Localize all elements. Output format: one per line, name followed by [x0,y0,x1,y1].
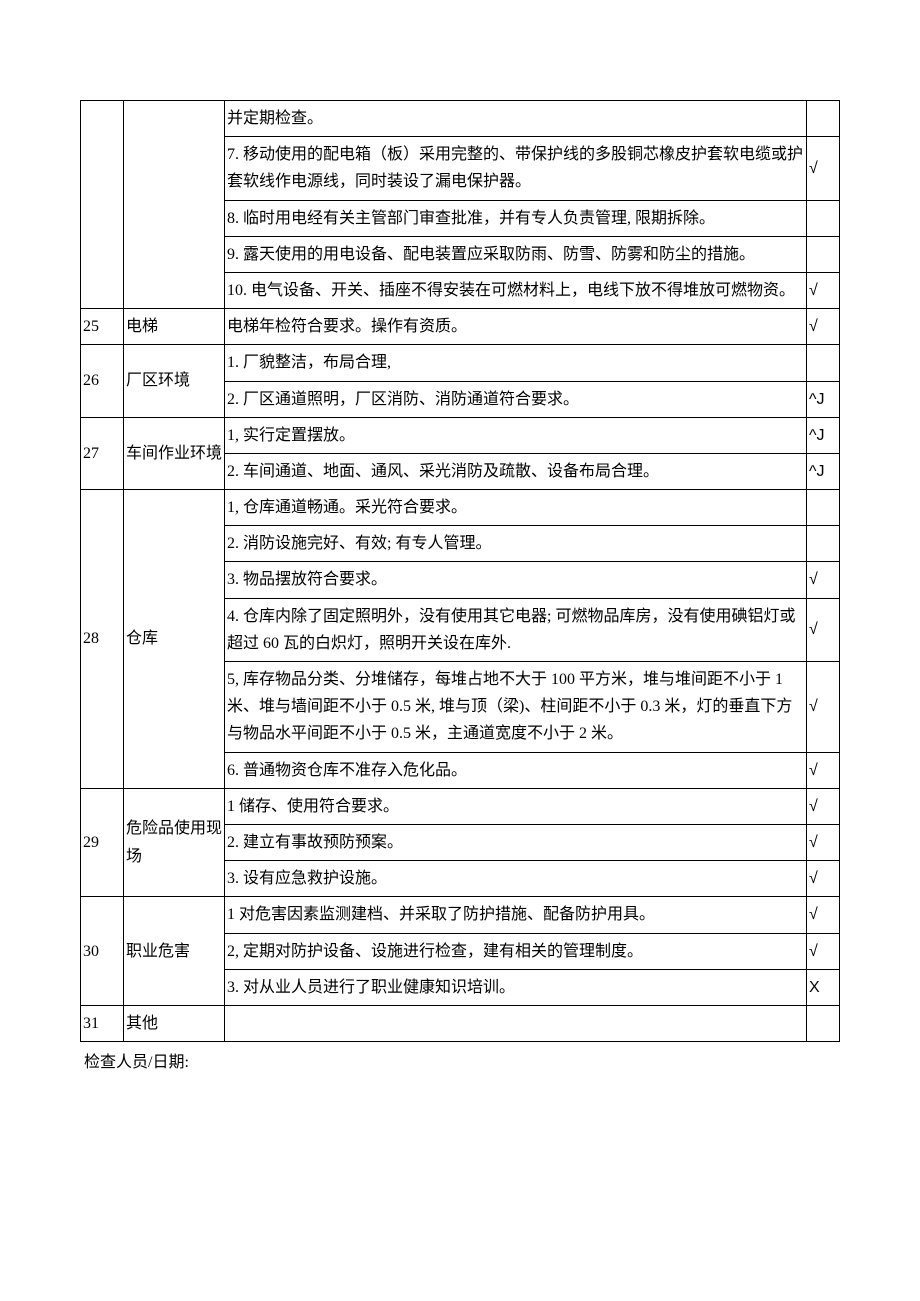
row-mark: √ [807,562,840,598]
row-item: 10. 电气设备、开关、插座不得安装在可燃材料上，电线下放不得堆放可燃物资。 [225,272,807,308]
inspection-table: 并定期检查。 7. 移动使用的配电箱（板）采用完整的、带保护线的多股铜芯橡皮护套… [80,100,840,1042]
row-mark: √ [807,662,840,753]
row-item: 1, 实行定置摆放。 [225,417,807,453]
row-mark: √ [807,897,840,933]
row-num: 28 [81,490,124,789]
row-item: 5, 库存物品分类、分堆储存，每堆占地不大于 100 平方米，堆与堆间距不小于 … [225,662,807,753]
row-mark [807,1005,840,1041]
row-num: 27 [81,417,124,489]
row-category [124,101,225,309]
row-mark: ^J [807,381,840,417]
row-mark: √ [807,272,840,308]
row-item: 2. 车间通道、地面、通风、采光消防及疏散、设备布局合理。 [225,453,807,489]
row-mark: ^J [807,417,840,453]
row-mark: √ [807,824,840,860]
row-category: 车间作业环境 [124,417,225,489]
row-item: 2. 消防设施完好、有效; 有专人管理。 [225,526,807,562]
table-row: 27 车间作业环境 1, 实行定置摆放。 ^J [81,417,840,453]
row-category: 电梯 [124,309,225,345]
row-item: 并定期检查。 [225,101,807,137]
row-item: 1, 仓库通道畅通。采光符合要求。 [225,490,807,526]
row-mark: √ [807,933,840,969]
row-mark: √ [807,598,840,661]
row-item: 3. 物品摆放符合要求。 [225,562,807,598]
row-item: 7. 移动使用的配电箱（板）采用完整的、带保护线的多股铜芯橡皮护套软电缆或护套软… [225,137,807,200]
row-mark [807,101,840,137]
row-mark: √ [807,752,840,788]
row-item: 1 对危害因素监测建档、并采取了防护措施、配备防护用具。 [225,897,807,933]
row-item: 3. 对从业人员进行了职业健康知识培训。 [225,969,807,1005]
row-num: 31 [81,1005,124,1041]
row-mark [807,526,840,562]
row-mark: ^J [807,453,840,489]
inspector-date-label: 检查人员/日期: [80,1048,840,1072]
row-mark [807,345,840,381]
row-category: 厂区环境 [124,345,225,417]
table-row: 30 职业危害 1 对危害因素监测建档、并采取了防护措施、配备防护用具。 √ [81,897,840,933]
row-item: 2. 厂区通道照明，厂区消防、消防通道符合要求。 [225,381,807,417]
row-item: 9. 露天使用的用电设备、配电装置应采取防雨、防雪、防雾和防尘的措施。 [225,236,807,272]
row-category: 仓库 [124,490,225,789]
row-item [225,1005,807,1041]
row-mark: √ [807,309,840,345]
row-item: 2. 建立有事故预防预案。 [225,824,807,860]
table-row: 26 厂区环境 1. 厂貌整洁，布局合理, [81,345,840,381]
row-num: 30 [81,897,124,1006]
row-mark [807,200,840,236]
row-num: 26 [81,345,124,417]
row-category: 危险品使用现场 [124,788,225,897]
row-num: 25 [81,309,124,345]
table-row: 29 危险品使用现场 1 储存、使用符合要求。 √ [81,788,840,824]
table-row: 并定期检查。 [81,101,840,137]
row-num: 29 [81,788,124,897]
row-item: 4. 仓库内除了固定照明外，没有使用其它电器; 可燃物品库房，没有使用碘铝灯或超… [225,598,807,661]
row-mark: √ [807,861,840,897]
row-num [81,101,124,309]
row-item: 6. 普通物资仓库不准存入危化品。 [225,752,807,788]
row-item: 8. 临时用电经有关主管部门审查批准，并有专人负责管理, 限期拆除。 [225,200,807,236]
table-row: 31 其他 [81,1005,840,1041]
row-mark: √ [807,137,840,200]
row-item: 3. 设有应急救护设施。 [225,861,807,897]
table-row: 28 仓库 1, 仓库通道畅通。采光符合要求。 [81,490,840,526]
row-category: 其他 [124,1005,225,1041]
table-row: 25 电梯 电梯年检符合要求。操作有资质。 √ [81,309,840,345]
row-mark: √ [807,788,840,824]
row-item: 2, 定期对防护设备、设施进行检查，建有相关的管理制度。 [225,933,807,969]
row-category: 职业危害 [124,897,225,1006]
row-item: 1. 厂貌整洁，布局合理, [225,345,807,381]
row-mark [807,236,840,272]
row-mark: X [807,969,840,1005]
row-item: 电梯年检符合要求。操作有资质。 [225,309,807,345]
row-item: 1 储存、使用符合要求。 [225,788,807,824]
row-mark [807,490,840,526]
